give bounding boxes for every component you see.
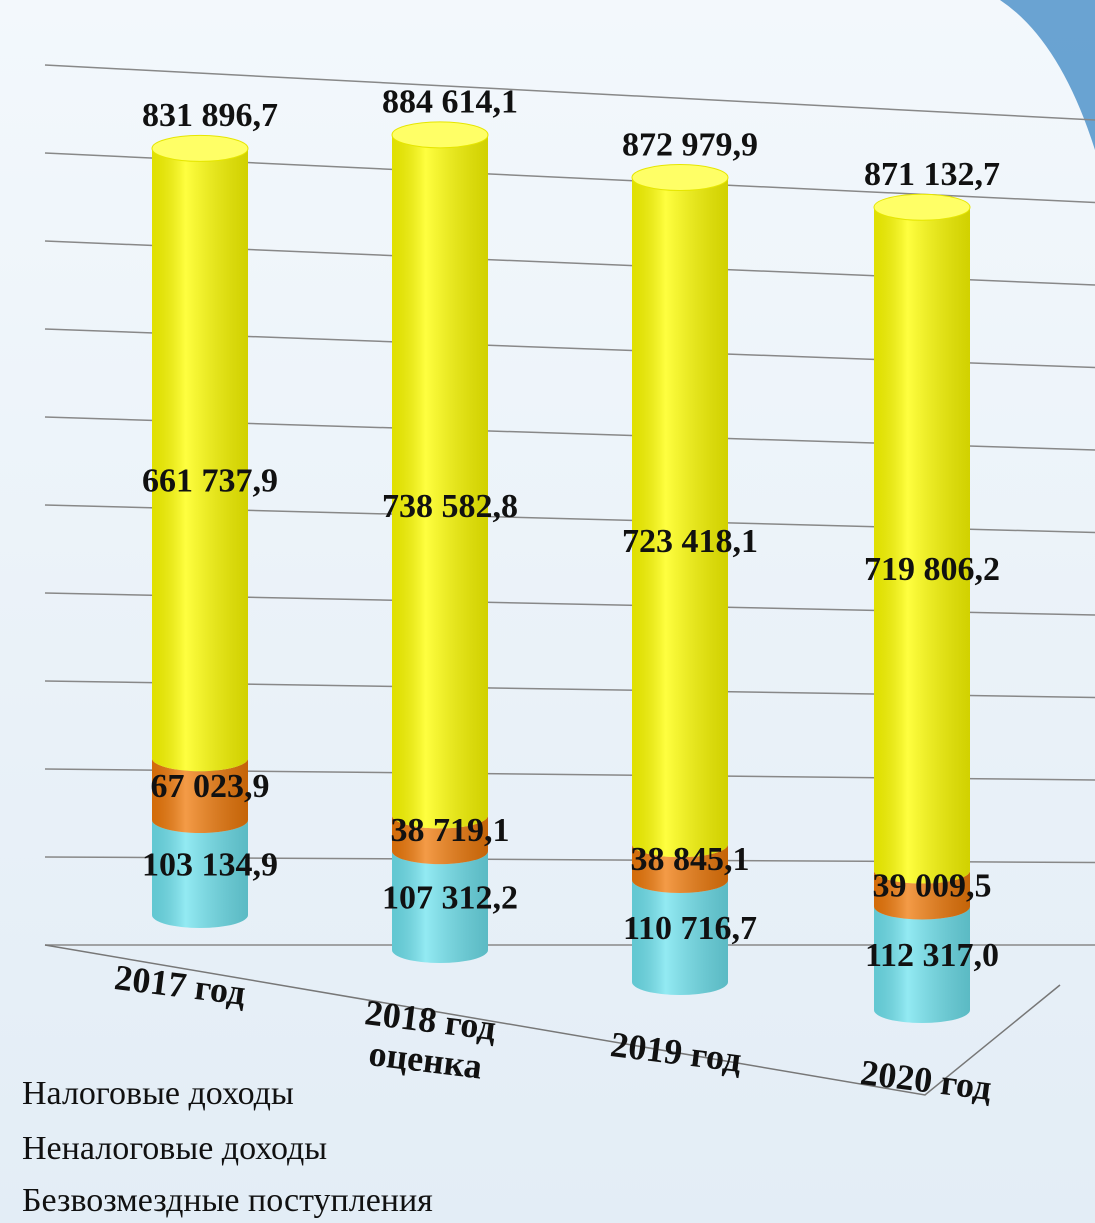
cylinder-top [631,164,729,192]
value-label: 39 009,5 [873,867,992,904]
cylinder-top [391,121,489,149]
cylinder-shade [632,879,728,995]
value-label: 103 134,9 [142,846,278,883]
cylinder-shade [874,207,970,884]
corner-decoration [1000,0,1095,150]
cylinder-shade [152,148,248,772]
cylinder-shade [392,815,488,865]
cylinder-shade [874,870,970,920]
cylinder-shade [392,134,488,829]
total-label: 872 979,9 [622,126,758,163]
floor [44,944,1061,1096]
cylinder-top [151,134,249,162]
legend-entry: Безвозмездные поступления [22,1182,433,1219]
value-label: 38 719,1 [391,812,510,849]
total-label: 884 614,1 [382,84,518,121]
value-label: 107 312,2 [382,879,518,916]
value-label: 719 806,2 [864,551,1000,588]
cylinder-top [873,193,971,221]
value-label: 723 418,1 [622,523,758,560]
total-label: 831 896,7 [142,97,278,134]
grid-line [44,64,1095,121]
value-label: 738 582,8 [382,488,518,525]
cylinder-shade [632,177,728,858]
cylinder-shade [152,819,248,928]
value-label: 110 716,7 [623,910,757,947]
cylinder-shade [632,844,728,893]
value-label: 67 023,9 [151,768,270,805]
value-label: 112 317,0 [865,937,999,974]
value-label: 661 737,9 [142,463,278,500]
total-label: 871 132,7 [864,156,1000,193]
legend-entry: Налоговые доходы [22,1075,294,1112]
value-label: 38 845,1 [631,841,750,878]
cylinder-shade [152,758,248,833]
cylinder-shade [392,851,488,963]
legend-entry: Неналоговые доходы [22,1130,328,1167]
cylinder-shade [874,906,970,1023]
